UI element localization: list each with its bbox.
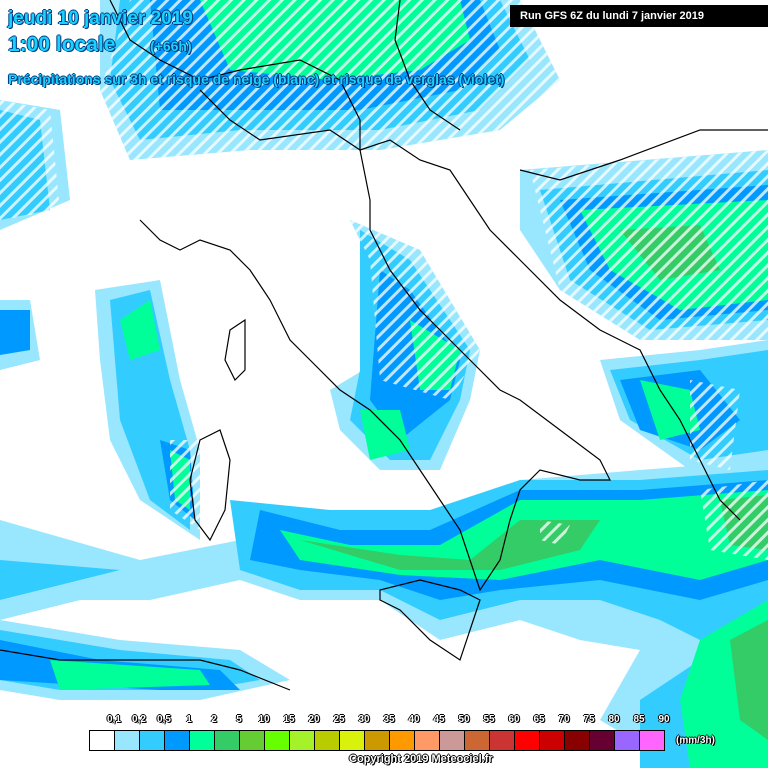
legend-swatch — [115, 731, 140, 750]
snow-hatching — [0, 0, 768, 560]
legend-label: 2 — [211, 714, 217, 725]
legend-label: 65 — [533, 714, 545, 725]
copyright: Copyright 2019 Meteociel.fr — [349, 753, 493, 765]
forecast-time: 1:00 locale — [8, 33, 116, 56]
legend-swatch — [440, 731, 465, 750]
legend-swatch — [365, 731, 390, 750]
legend-label: 40 — [408, 714, 420, 725]
legend-label: 1 — [186, 714, 192, 725]
legend-swatch — [415, 731, 440, 750]
legend-label: 90 — [658, 714, 670, 725]
legend-label: 0,2 — [132, 714, 146, 725]
legend-swatch — [265, 731, 290, 750]
legend-label: 0,5 — [157, 714, 171, 725]
legend-swatch — [465, 731, 490, 750]
legend-label: 45 — [433, 714, 445, 725]
legend-label: 80 — [608, 714, 620, 725]
forecast-offset: (+66h) — [150, 38, 192, 54]
legend-label: 85 — [633, 714, 645, 725]
legend-swatch — [615, 731, 640, 750]
legend-swatch — [190, 731, 215, 750]
legend-swatch — [215, 731, 240, 750]
legend-label: 25 — [333, 714, 345, 725]
legend-unit: (mm/3h) — [676, 735, 715, 746]
legend-label: 20 — [308, 714, 320, 725]
legend-label: 0,1 — [107, 714, 121, 725]
legend-label: 5 — [236, 714, 242, 725]
run-info: Run GFS 6Z du lundi 7 janvier 2019 — [510, 5, 768, 27]
forecast-date: jeudi 10 janvier 2019 — [8, 8, 193, 29]
map-subtitle: Précipitations sur 3h et risque de neige… — [8, 71, 505, 87]
legend-label: 35 — [383, 714, 395, 725]
legend-label: 60 — [508, 714, 520, 725]
legend-label: 15 — [283, 714, 295, 725]
legend-label: 55 — [483, 714, 495, 725]
legend-swatch — [590, 731, 615, 750]
legend-swatch — [540, 731, 565, 750]
legend-label: 30 — [358, 714, 370, 725]
legend-swatch — [515, 731, 540, 750]
legend-label: 50 — [458, 714, 470, 725]
legend-swatch — [140, 731, 165, 750]
legend-swatch — [565, 731, 590, 750]
coastlines — [0, 0, 768, 691]
legend-swatch — [315, 731, 340, 750]
legend-label: 70 — [558, 714, 570, 725]
color-legend — [89, 730, 665, 751]
legend-swatch — [290, 731, 315, 750]
legend-swatch — [90, 731, 115, 750]
legend-swatch — [340, 731, 365, 750]
legend-swatch — [240, 731, 265, 750]
legend-swatch — [390, 731, 415, 750]
legend-label: 10 — [258, 714, 270, 725]
legend-swatch — [165, 731, 190, 750]
legend-swatch — [640, 731, 664, 750]
legend-label: 75 — [583, 714, 595, 725]
legend-swatch — [490, 731, 515, 750]
